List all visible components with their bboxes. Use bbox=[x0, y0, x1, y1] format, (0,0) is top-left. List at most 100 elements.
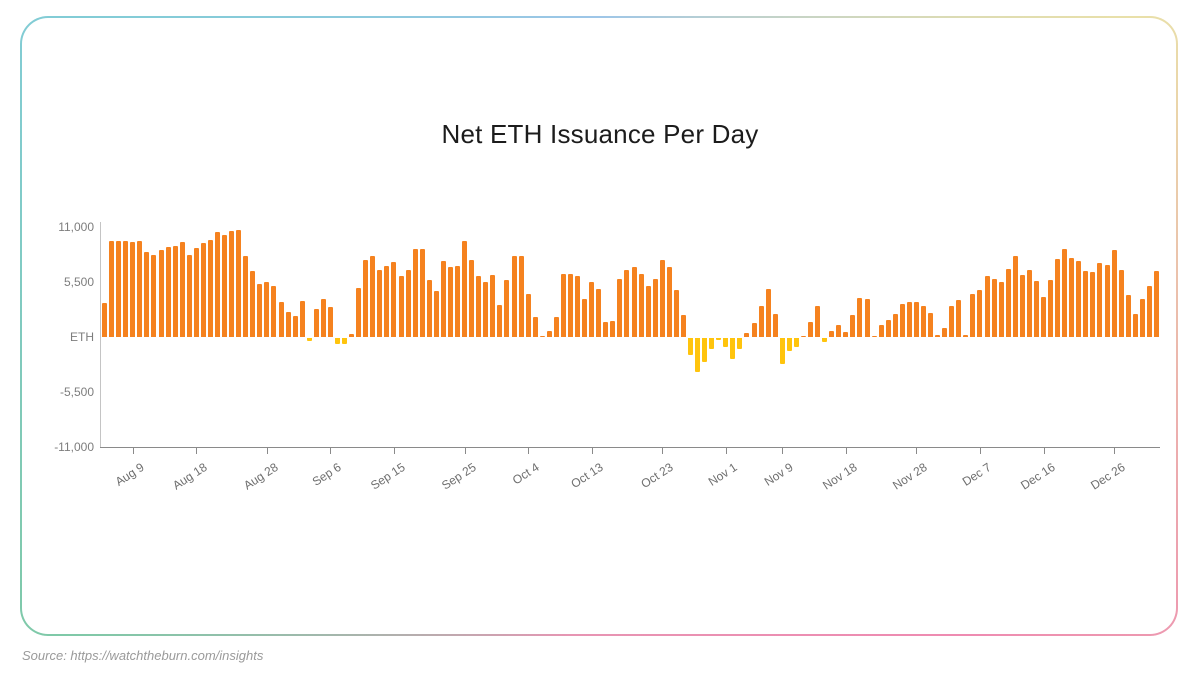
daily-issuance-bar[interactable] bbox=[984, 276, 990, 337]
daily-issuance-bar[interactable] bbox=[1055, 259, 1061, 337]
daily-issuance-bar[interactable] bbox=[1012, 256, 1018, 337]
daily-issuance-bar[interactable] bbox=[695, 338, 701, 372]
daily-issuance-bar[interactable] bbox=[102, 303, 108, 337]
daily-issuance-bar[interactable] bbox=[680, 315, 686, 337]
daily-issuance-bar[interactable] bbox=[370, 256, 376, 337]
daily-issuance-bar[interactable] bbox=[935, 334, 941, 337]
daily-issuance-bar[interactable] bbox=[1104, 265, 1110, 337]
daily-issuance-bar[interactable] bbox=[440, 261, 446, 337]
daily-issuance-bar[interactable] bbox=[892, 314, 898, 337]
daily-issuance-bar[interactable] bbox=[850, 315, 856, 337]
daily-issuance-bar[interactable] bbox=[426, 280, 432, 337]
daily-issuance-bar[interactable] bbox=[1062, 249, 1068, 337]
daily-issuance-bar[interactable] bbox=[800, 335, 806, 337]
daily-issuance-bar[interactable] bbox=[462, 241, 468, 337]
daily-issuance-bar[interactable] bbox=[130, 242, 136, 337]
daily-issuance-bar[interactable] bbox=[335, 338, 340, 344]
daily-issuance-bar[interactable] bbox=[582, 299, 588, 337]
daily-issuance-bar[interactable] bbox=[631, 267, 637, 337]
daily-issuance-bar[interactable] bbox=[970, 294, 976, 337]
daily-issuance-bar[interactable] bbox=[483, 282, 489, 337]
daily-issuance-bar[interactable] bbox=[899, 304, 905, 337]
daily-issuance-bar[interactable] bbox=[560, 274, 566, 337]
daily-issuance-bar[interactable] bbox=[1069, 258, 1075, 337]
daily-issuance-bar[interactable] bbox=[356, 288, 362, 337]
daily-issuance-bar[interactable] bbox=[144, 252, 150, 337]
daily-issuance-bar[interactable] bbox=[857, 298, 863, 337]
daily-issuance-bar[interactable] bbox=[779, 338, 785, 364]
daily-issuance-bar[interactable] bbox=[278, 302, 284, 337]
daily-issuance-bar[interactable] bbox=[377, 270, 383, 337]
daily-issuance-bar[interactable] bbox=[490, 275, 496, 337]
daily-issuance-bar[interactable] bbox=[179, 242, 185, 337]
daily-issuance-bar[interactable] bbox=[808, 322, 814, 337]
daily-issuance-bar[interactable] bbox=[151, 255, 157, 337]
daily-issuance-bar[interactable] bbox=[398, 276, 404, 337]
daily-issuance-bar[interactable] bbox=[885, 320, 891, 337]
daily-issuance-bar[interactable] bbox=[349, 334, 355, 337]
daily-issuance-bar[interactable] bbox=[391, 262, 397, 337]
daily-issuance-bar[interactable] bbox=[829, 331, 835, 337]
daily-issuance-bar[interactable] bbox=[652, 279, 658, 337]
daily-issuance-bar[interactable] bbox=[977, 290, 983, 337]
daily-issuance-bar[interactable] bbox=[1041, 297, 1046, 337]
daily-issuance-bar[interactable] bbox=[306, 338, 312, 341]
daily-issuance-bar[interactable] bbox=[137, 241, 143, 337]
daily-issuance-bar[interactable] bbox=[172, 246, 178, 337]
daily-issuance-bar[interactable] bbox=[455, 266, 461, 337]
daily-issuance-bar[interactable] bbox=[603, 322, 609, 337]
daily-issuance-bar[interactable] bbox=[638, 274, 644, 337]
daily-issuance-bar[interactable] bbox=[313, 309, 319, 337]
daily-issuance-bar[interactable] bbox=[659, 260, 665, 337]
daily-issuance-bar[interactable] bbox=[843, 332, 849, 337]
daily-issuance-bar[interactable] bbox=[257, 284, 263, 337]
daily-issuance-bar[interactable] bbox=[553, 317, 559, 337]
daily-issuance-bar[interactable] bbox=[688, 338, 693, 355]
daily-issuance-bar[interactable] bbox=[610, 321, 616, 337]
daily-issuance-bar[interactable] bbox=[1090, 272, 1096, 337]
daily-issuance-bar[interactable] bbox=[1111, 250, 1117, 337]
daily-issuance-bar[interactable] bbox=[200, 243, 206, 337]
daily-issuance-bar[interactable] bbox=[920, 306, 926, 337]
daily-issuance-bar[interactable] bbox=[709, 338, 715, 349]
daily-issuance-bar[interactable] bbox=[1005, 269, 1011, 337]
daily-issuance-bar[interactable] bbox=[1153, 271, 1159, 337]
daily-issuance-bar[interactable] bbox=[956, 300, 962, 337]
daily-issuance-bar[interactable] bbox=[998, 282, 1004, 337]
daily-issuance-bar[interactable] bbox=[949, 306, 955, 337]
daily-issuance-bar[interactable] bbox=[913, 302, 919, 337]
daily-issuance-bar[interactable] bbox=[405, 270, 411, 337]
daily-issuance-bar[interactable] bbox=[539, 335, 545, 337]
daily-issuance-bar[interactable] bbox=[327, 307, 333, 337]
daily-issuance-bar[interactable] bbox=[214, 232, 220, 337]
daily-issuance-bar[interactable] bbox=[511, 256, 517, 337]
daily-issuance-bar[interactable] bbox=[666, 267, 672, 337]
daily-issuance-bar[interactable] bbox=[1019, 275, 1025, 337]
daily-issuance-bar[interactable] bbox=[207, 240, 213, 337]
daily-issuance-bar[interactable] bbox=[363, 260, 369, 337]
daily-issuance-bar[interactable] bbox=[433, 291, 439, 337]
daily-issuance-bar[interactable] bbox=[815, 306, 821, 337]
daily-issuance-bar[interactable] bbox=[716, 338, 722, 340]
daily-issuance-bar[interactable] bbox=[271, 286, 277, 337]
daily-issuance-bar[interactable] bbox=[871, 335, 877, 337]
daily-issuance-bar[interactable] bbox=[342, 338, 348, 344]
daily-issuance-bar[interactable] bbox=[772, 314, 778, 337]
daily-issuance-bar[interactable] bbox=[1125, 295, 1131, 337]
daily-issuance-bar[interactable] bbox=[525, 294, 531, 337]
daily-issuance-bar[interactable] bbox=[222, 235, 228, 337]
daily-issuance-bar[interactable] bbox=[991, 279, 997, 337]
daily-issuance-bar[interactable] bbox=[1118, 270, 1124, 337]
daily-issuance-bar[interactable] bbox=[737, 338, 743, 349]
daily-issuance-bar[interactable] bbox=[645, 286, 651, 337]
daily-issuance-bar[interactable] bbox=[1048, 280, 1054, 337]
daily-issuance-bar[interactable] bbox=[229, 231, 235, 337]
daily-issuance-bar[interactable] bbox=[567, 274, 573, 337]
daily-issuance-bar[interactable] bbox=[878, 325, 884, 337]
daily-issuance-bar[interactable] bbox=[109, 241, 115, 337]
daily-issuance-bar[interactable] bbox=[1033, 281, 1039, 337]
daily-issuance-bar[interactable] bbox=[963, 334, 969, 337]
daily-issuance-bar[interactable] bbox=[264, 282, 270, 337]
daily-issuance-bar[interactable] bbox=[1026, 270, 1032, 337]
daily-issuance-bar[interactable] bbox=[793, 338, 799, 347]
